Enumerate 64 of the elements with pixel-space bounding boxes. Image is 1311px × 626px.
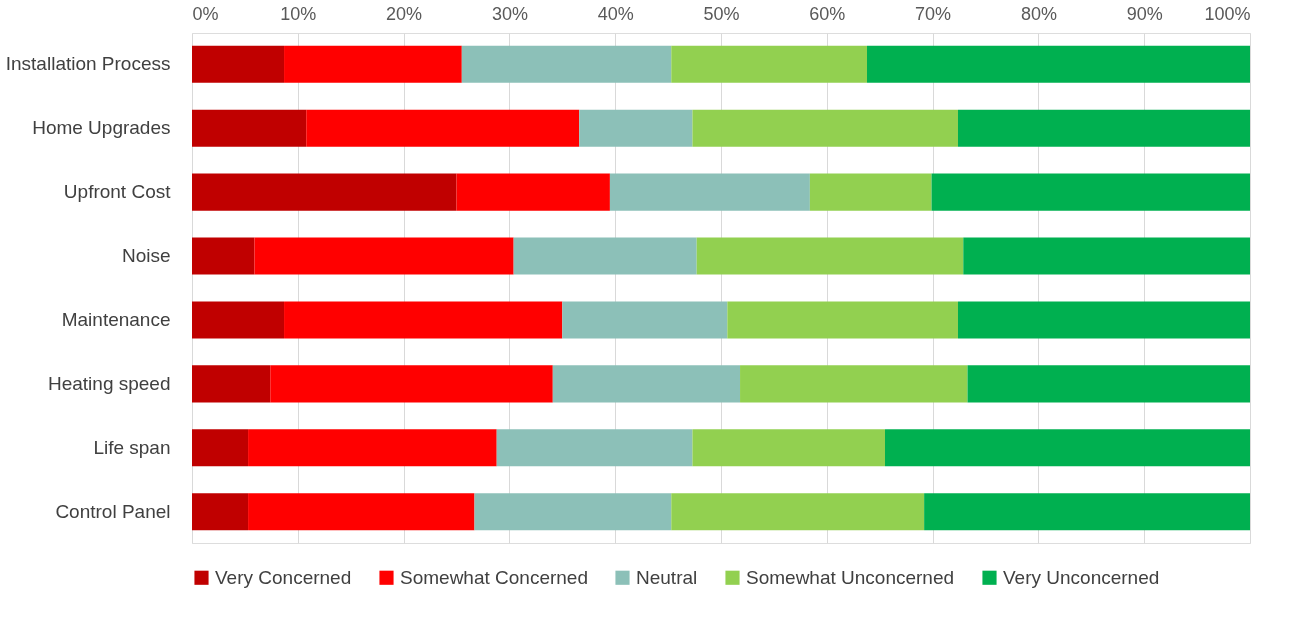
bar (740, 365, 968, 403)
bar (931, 173, 1250, 211)
bar (957, 109, 1250, 147)
x-tick-label: 20% (386, 3, 423, 24)
bar (192, 237, 255, 275)
legend-label: Neutral (636, 566, 698, 588)
bar (461, 45, 672, 83)
y-tick-label: Installation Process (5, 53, 171, 75)
x-tick-label: 40% (597, 3, 634, 24)
y-tick-label: Life span (93, 436, 171, 458)
bar (671, 45, 867, 83)
y-tick-label: Noise (121, 245, 171, 267)
bar (496, 429, 693, 467)
bar (192, 493, 249, 531)
bar (192, 45, 285, 83)
y-tick-label: Home Upgrades (32, 117, 171, 139)
bar (192, 429, 249, 467)
bar (254, 237, 514, 275)
x-tick-label: 10% (280, 3, 317, 24)
bar (609, 173, 810, 211)
bar (552, 365, 741, 403)
bar (562, 301, 728, 339)
y-tick-label: Upfront Cost (63, 181, 172, 203)
bar (192, 365, 271, 403)
x-tick-label: 50% (703, 3, 740, 24)
bar (192, 301, 285, 339)
bar (579, 109, 693, 147)
bar (727, 301, 958, 339)
bar (924, 493, 1250, 531)
legend-label: Somewhat Concerned (400, 566, 588, 588)
bar (963, 237, 1250, 275)
bar (306, 109, 580, 147)
x-tick-label: 100% (1204, 3, 1251, 24)
y-tick-label: Maintenance (61, 308, 171, 330)
bar (284, 45, 462, 83)
bar (867, 45, 1250, 83)
bar (248, 493, 475, 531)
x-tick-label: 90% (1126, 3, 1163, 24)
bar (884, 429, 1250, 467)
y-tick-label: Heating speed (47, 372, 171, 394)
x-tick-label: 0% (192, 3, 219, 24)
bar (967, 365, 1250, 403)
bar (248, 429, 497, 467)
bar (696, 237, 964, 275)
bar (456, 173, 610, 211)
bar (692, 109, 958, 147)
bar (474, 493, 672, 531)
bar (513, 237, 697, 275)
legend-label: Somewhat Unconcerned (746, 566, 955, 588)
bar (671, 493, 925, 531)
bar (692, 429, 885, 467)
bar (192, 173, 457, 211)
legend-label: Very Unconcerned (1003, 566, 1160, 588)
x-tick-label: 60% (809, 3, 846, 24)
legend-label: Very Concerned (215, 566, 352, 588)
bar (957, 301, 1250, 339)
y-tick-label: Control Panel (55, 500, 171, 522)
bar (192, 109, 307, 147)
x-tick-label: 80% (1020, 3, 1057, 24)
x-tick-label: 70% (915, 3, 952, 24)
x-tick-label: 30% (491, 3, 528, 24)
bar (809, 173, 932, 211)
bar (270, 365, 553, 403)
bar (284, 301, 563, 339)
